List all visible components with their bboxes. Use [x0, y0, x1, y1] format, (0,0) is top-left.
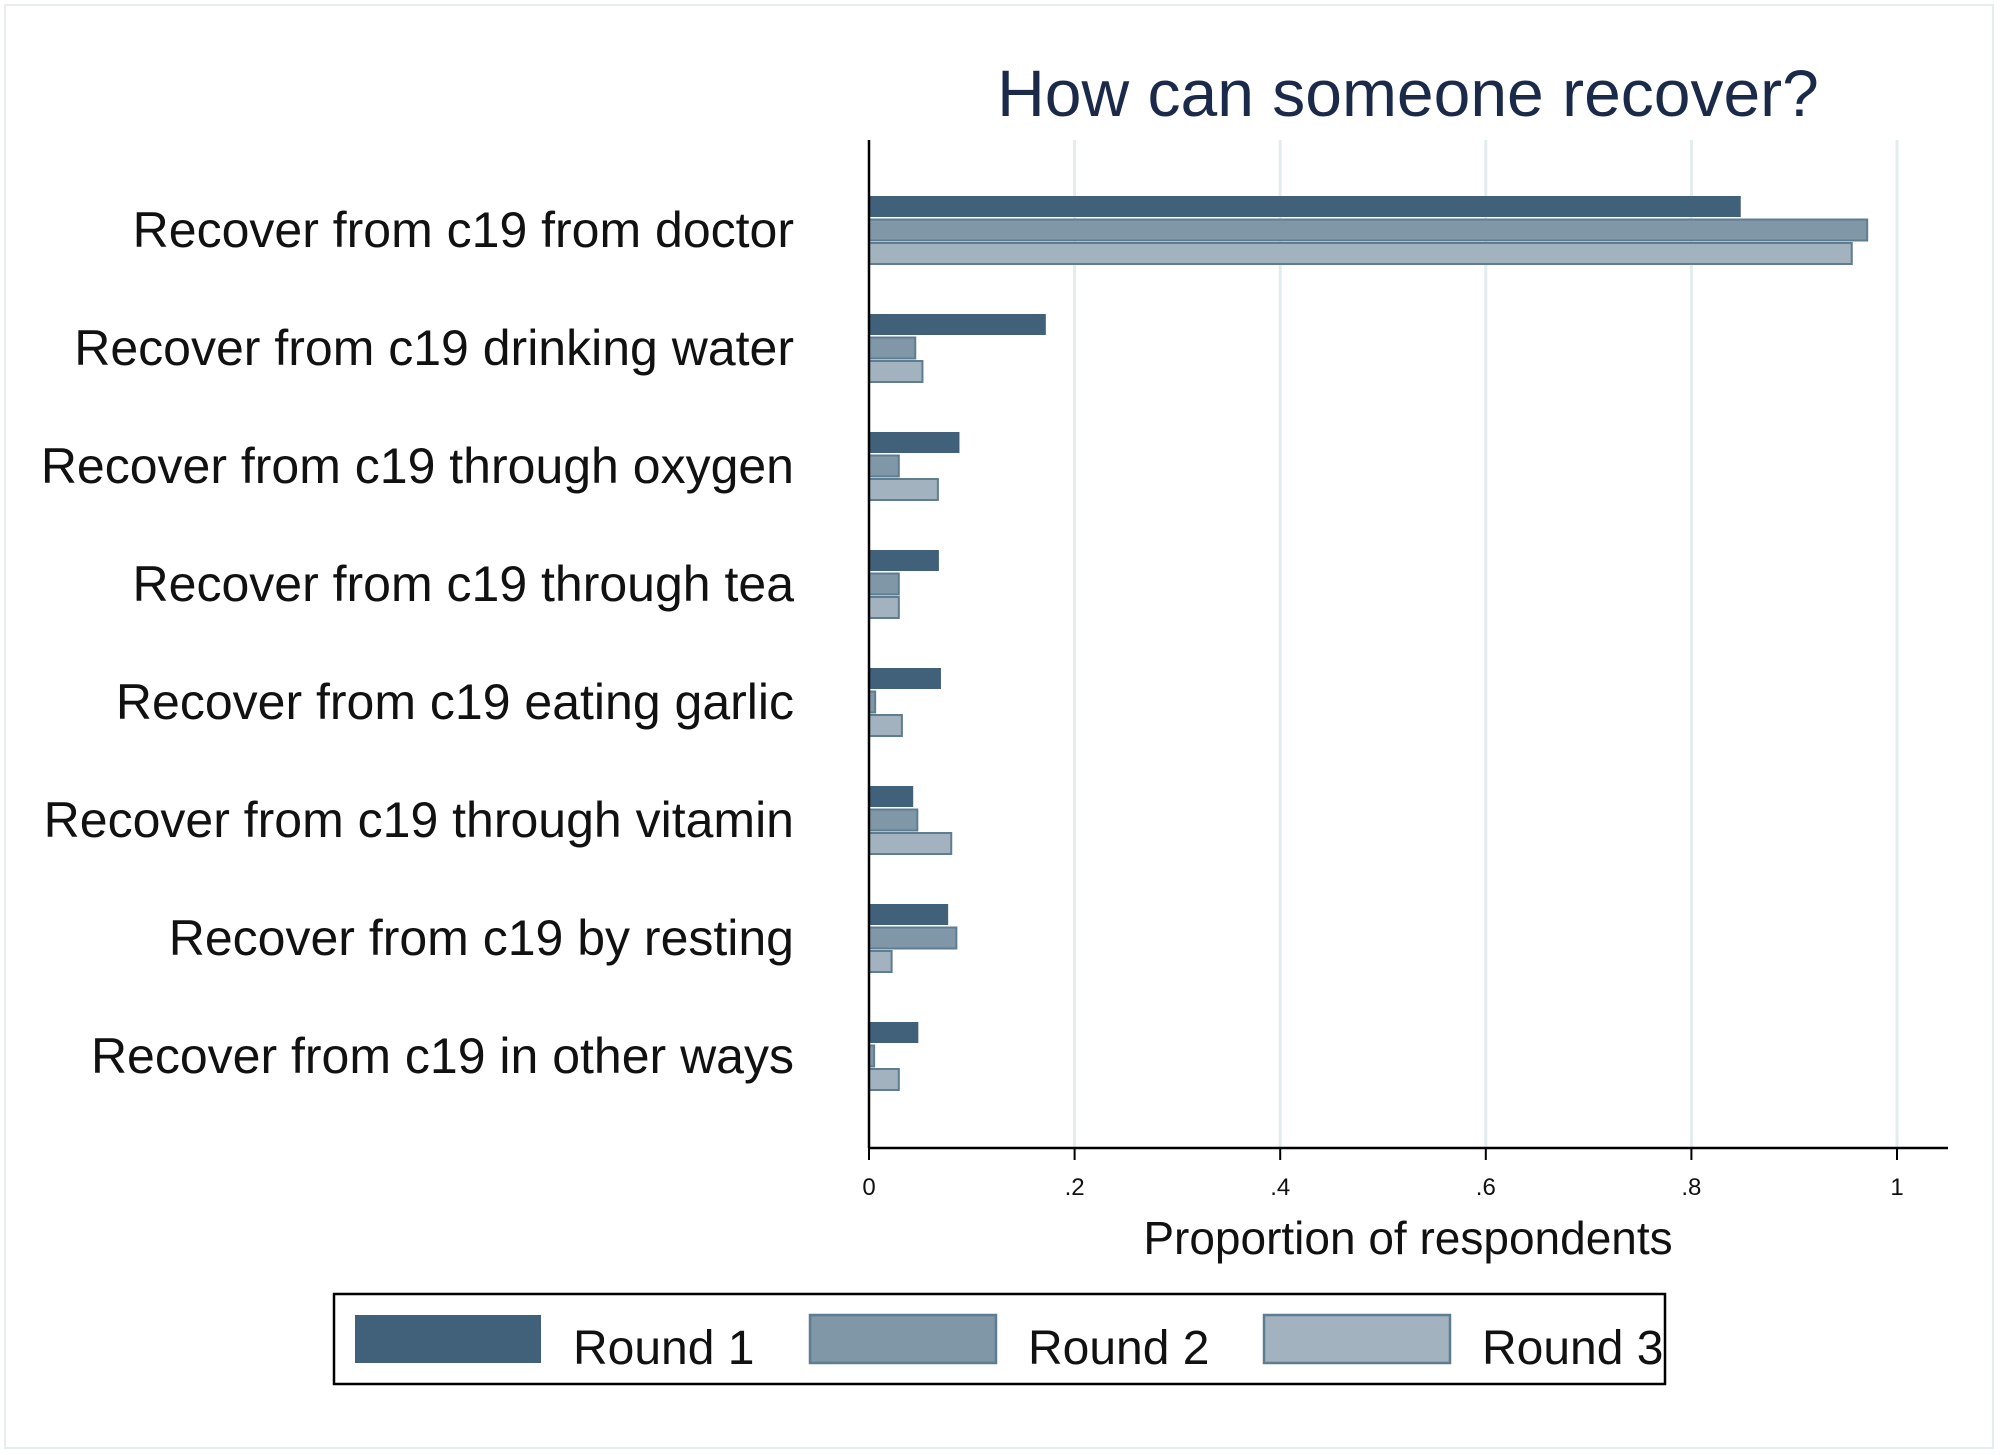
legend-label: Round 1 [573, 1322, 754, 1375]
x-tick-label: .6 [1476, 1174, 1496, 1201]
legend-label: Round 3 [1482, 1322, 1663, 1375]
bar-round-2 [868, 218, 1869, 242]
category-label: Recover from c19 eating garlic [116, 674, 794, 730]
chart-title: How can someone recover? [997, 56, 1819, 130]
bar-round-2 [868, 572, 900, 596]
bar-round-1 [869, 314, 1046, 335]
legend-swatch [1262, 1313, 1452, 1365]
bar-round-3 [868, 478, 939, 501]
x-tick-label: .4 [1270, 1174, 1290, 1201]
bar-round-2 [868, 926, 958, 950]
category-label: Recover from c19 through oxygen [41, 438, 794, 494]
category-label: Recover from c19 through vitamin [44, 792, 794, 848]
category-label: Recover from c19 through tea [133, 556, 795, 612]
bar-round-2 [868, 454, 900, 478]
bar-round-2 [868, 808, 919, 832]
legend: Round 1 Round 2 Round 3 [332, 1292, 1667, 1386]
bar-round-1 [869, 1022, 919, 1043]
bar-round-2 [868, 336, 917, 360]
bar-round-1 [869, 904, 949, 925]
x-tick-label: .8 [1681, 1174, 1701, 1201]
bar-round-1 [869, 786, 914, 807]
category-labels: Recover from c19 from doctor Recover from… [41, 202, 794, 1084]
gridlines [1073, 140, 1899, 1148]
bar-round-3 [868, 360, 924, 383]
category-label: Recover from c19 in other ways [91, 1028, 794, 1084]
bar-round-3 [868, 950, 893, 973]
category-label: Recover from c19 from doctor [133, 202, 794, 258]
category-label: Recover from c19 by resting [169, 910, 794, 966]
bar-round-1 [869, 550, 939, 571]
bar-round-3 [868, 1068, 900, 1091]
bar-round-1 [869, 432, 960, 453]
bar-round-3 [868, 832, 953, 855]
bars [868, 196, 1869, 1091]
x-axis-title: Proportion of respondents [1143, 1212, 1672, 1264]
x-tick-label: 0 [862, 1174, 875, 1201]
bar-round-3 [868, 242, 1853, 265]
x-tick-label: 1 [1890, 1174, 1903, 1201]
bar-round-1 [869, 196, 1741, 217]
category-label: Recover from c19 drinking water [74, 320, 794, 376]
legend-swatch [355, 1315, 541, 1363]
bar-round-3 [868, 714, 903, 737]
x-axis-ticks: 0 .2 .4 .6 .8 1 [862, 1148, 1904, 1201]
legend-swatch [808, 1313, 998, 1365]
bar-round-3 [868, 596, 900, 619]
x-tick-label: .2 [1065, 1174, 1085, 1201]
bar-round-1 [869, 668, 941, 689]
legend-label: Round 2 [1028, 1322, 1209, 1375]
